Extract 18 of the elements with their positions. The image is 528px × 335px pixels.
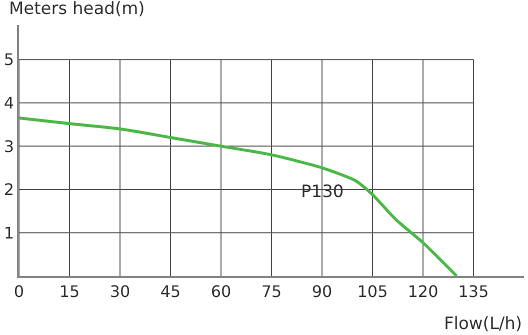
y-tick-label: 4 — [4, 94, 14, 112]
x-tick-label: 90 — [312, 282, 332, 301]
y-tick-label: 3 — [4, 136, 14, 156]
x-tick-label: 30 — [110, 282, 130, 301]
line-series — [19, 116, 458, 276]
x-axis-title: Flow(L/h) — [444, 314, 522, 334]
x-tick-label: 105 — [357, 282, 388, 301]
x-tick-label: 75 — [261, 282, 282, 301]
x-tick-label: 15 — [59, 282, 80, 301]
x-tick-label: 60 — [210, 282, 232, 301]
y-tick-label: 1 — [4, 223, 14, 242]
x-tick-label: 45 — [160, 282, 181, 301]
y-tick-label: 2 — [4, 180, 14, 200]
x-tick-label: 120 — [408, 282, 438, 301]
y-axis-title: Meters head(m) — [9, 0, 145, 19]
x-tick-label: 0 — [14, 282, 24, 301]
x-tick-label: 135 — [458, 282, 489, 301]
y-tick-label: 5 — [4, 50, 14, 70]
